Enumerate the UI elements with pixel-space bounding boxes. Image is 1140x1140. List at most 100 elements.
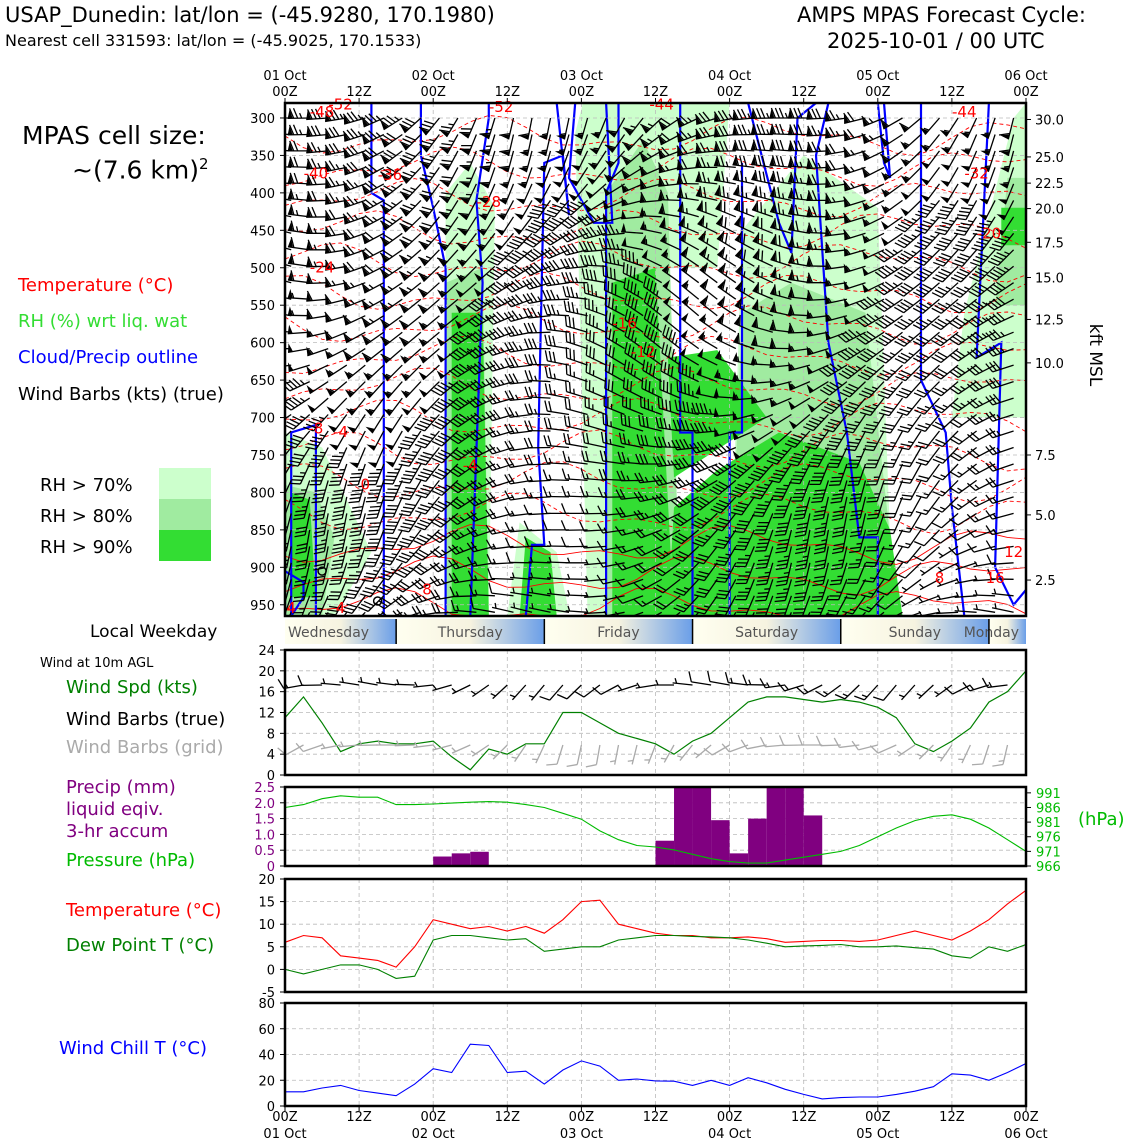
barb-10-388-flag-0 <box>325 178 331 189</box>
barb-28-652-barb-1 <box>434 387 445 394</box>
barb-40-366-flag-0 <box>516 183 527 189</box>
barb-13-762-barb-3 <box>351 472 363 475</box>
barb-19-828-barb-3 <box>387 521 399 524</box>
barb-19-938-barb-0 <box>375 602 385 610</box>
barb-13-388-flag-0 <box>343 182 350 192</box>
barb-13-498-barb-1 <box>342 262 351 272</box>
barb-7-300-flag-0 <box>306 110 312 120</box>
barb-22-872-barb-2 <box>401 552 412 558</box>
barb-85-344 <box>787 140 810 152</box>
barb-43-784-barb-0 <box>523 471 530 482</box>
barb-22-388-flag-0 <box>400 192 410 200</box>
barb-4-454 <box>287 220 310 234</box>
barb-19-630-flag-0 <box>381 372 391 381</box>
barb-16-476-flag-0 <box>361 250 369 260</box>
barb-46-784-half-1 <box>548 474 552 480</box>
barb-16-542-staff <box>364 298 385 311</box>
barb-13-586 <box>342 331 366 344</box>
barb-28-960-barb-1 <box>434 602 441 614</box>
barb-28-850-barb-1 <box>433 533 444 541</box>
barb-19-300-half-4 <box>394 116 400 121</box>
barb-16-850-barb-0 <box>365 549 376 552</box>
barb-22-498-flag-0 <box>399 272 408 281</box>
barb-7-762 <box>309 463 329 486</box>
barb-79-388-barb-2 <box>758 170 762 182</box>
barb-19-696-staff <box>389 414 403 434</box>
barb-25-476-flag-0 <box>419 257 428 266</box>
barb-16-652 <box>363 381 385 399</box>
barb-25-696-barb-2 <box>419 420 431 426</box>
barb-4-498-flag-0 <box>287 254 293 264</box>
precip-label-2: liquid eqiv. <box>66 799 164 820</box>
wind10m-label: Wind at 10m AGL <box>40 656 154 671</box>
barb-1-498-flag-0 <box>270 252 277 262</box>
barb-19-300-barb-3 <box>386 115 396 123</box>
barb-16-432-flag-0 <box>361 218 369 228</box>
barb-43-542 <box>522 292 551 305</box>
barb-7-476 <box>306 239 329 251</box>
barb-28-564-flag-0 <box>436 321 445 330</box>
barb-10-432-flag-0 <box>325 211 331 221</box>
barb-7-542 <box>306 290 329 302</box>
barb-1-630 <box>285 360 292 369</box>
barb-13-498 <box>342 261 366 275</box>
barb-1-388 <box>271 171 292 185</box>
barb-37-740-half-2 <box>496 446 501 453</box>
barb-76-366 <box>732 154 755 169</box>
barb-31-366-staff <box>467 167 477 188</box>
barb-7-300-barb-1 <box>306 109 313 120</box>
isotherm--32 <box>285 271 1026 314</box>
barb-22-454-flag-0 <box>400 240 409 249</box>
barb-16-784-barb-2 <box>368 492 380 495</box>
barb-28-608-staff <box>440 348 459 363</box>
barb-4-454-barb-1 <box>290 220 295 232</box>
barb-1-388-barb-1 <box>271 171 276 181</box>
barb-19-366-barb-3 <box>386 166 397 173</box>
barb-7-652-staff <box>309 381 329 395</box>
barb-13-454-barb-1 <box>342 229 351 239</box>
station-title: USAP_Dunedin: lat/lon = (-45.9280, 170.1… <box>5 3 495 27</box>
barb-22-718 <box>397 430 422 450</box>
barb-4-938-half-2 <box>299 608 305 610</box>
barb-46-652-barb-0 <box>544 366 549 378</box>
barb-22-740-half-4 <box>412 450 418 454</box>
barb-4-300 <box>287 108 310 120</box>
barb-43-586-barb-1 <box>527 322 534 334</box>
barb-31-542-flag-0 <box>455 304 464 313</box>
barb-13-410 <box>342 195 366 209</box>
cell-size-value: ~(7.6 km)2 <box>72 155 209 185</box>
barb-40-608-half-3 <box>518 345 523 351</box>
barb-28-762-barb-1 <box>434 471 446 478</box>
barb-22-432 <box>399 216 422 233</box>
barb-22-520-staff <box>403 282 422 298</box>
barb-13-542-flag-0 <box>343 298 350 308</box>
barb-7-586-staff <box>306 331 329 338</box>
barb-10-344-barb-3 <box>332 143 340 153</box>
barb-13-828-barb-1 <box>350 530 362 533</box>
barb-28-960 <box>430 602 458 614</box>
barb-4-608-staff <box>287 347 310 354</box>
barb-31-388 <box>458 183 477 205</box>
barb-31-432-staff <box>464 216 477 236</box>
barb-7-916 <box>310 579 329 602</box>
barb-22-916 <box>393 578 422 593</box>
barb-88-344-barb-2 <box>811 141 818 152</box>
barb-19-806-barb-0 <box>382 515 394 518</box>
barb-22-542-flag-0 <box>399 304 408 314</box>
barb-22-828 <box>398 513 422 533</box>
barb-28-608 <box>436 348 459 363</box>
barb-7-344-barb-2 <box>310 142 317 153</box>
barb-16-388-barb-2 <box>364 182 374 191</box>
barb-1-960-barb-0 <box>271 628 282 636</box>
barb-1-388-staff <box>285 180 292 185</box>
barb-19-586-barb-1 <box>380 336 391 343</box>
barb-85-344-barb-3 <box>797 140 803 151</box>
barb-22-476-barb-1 <box>398 254 410 261</box>
barb-88-454-staff <box>806 231 829 234</box>
barb-13-454-flag-0 <box>343 231 350 241</box>
barb-28-322-half-3 <box>448 140 455 143</box>
barb-28-410-flag-0 <box>439 212 449 220</box>
barb-43-828-barb-0 <box>523 504 530 515</box>
barb-52-828-barb-0 <box>579 503 585 515</box>
barb-22-520-barb-1 <box>398 286 409 294</box>
